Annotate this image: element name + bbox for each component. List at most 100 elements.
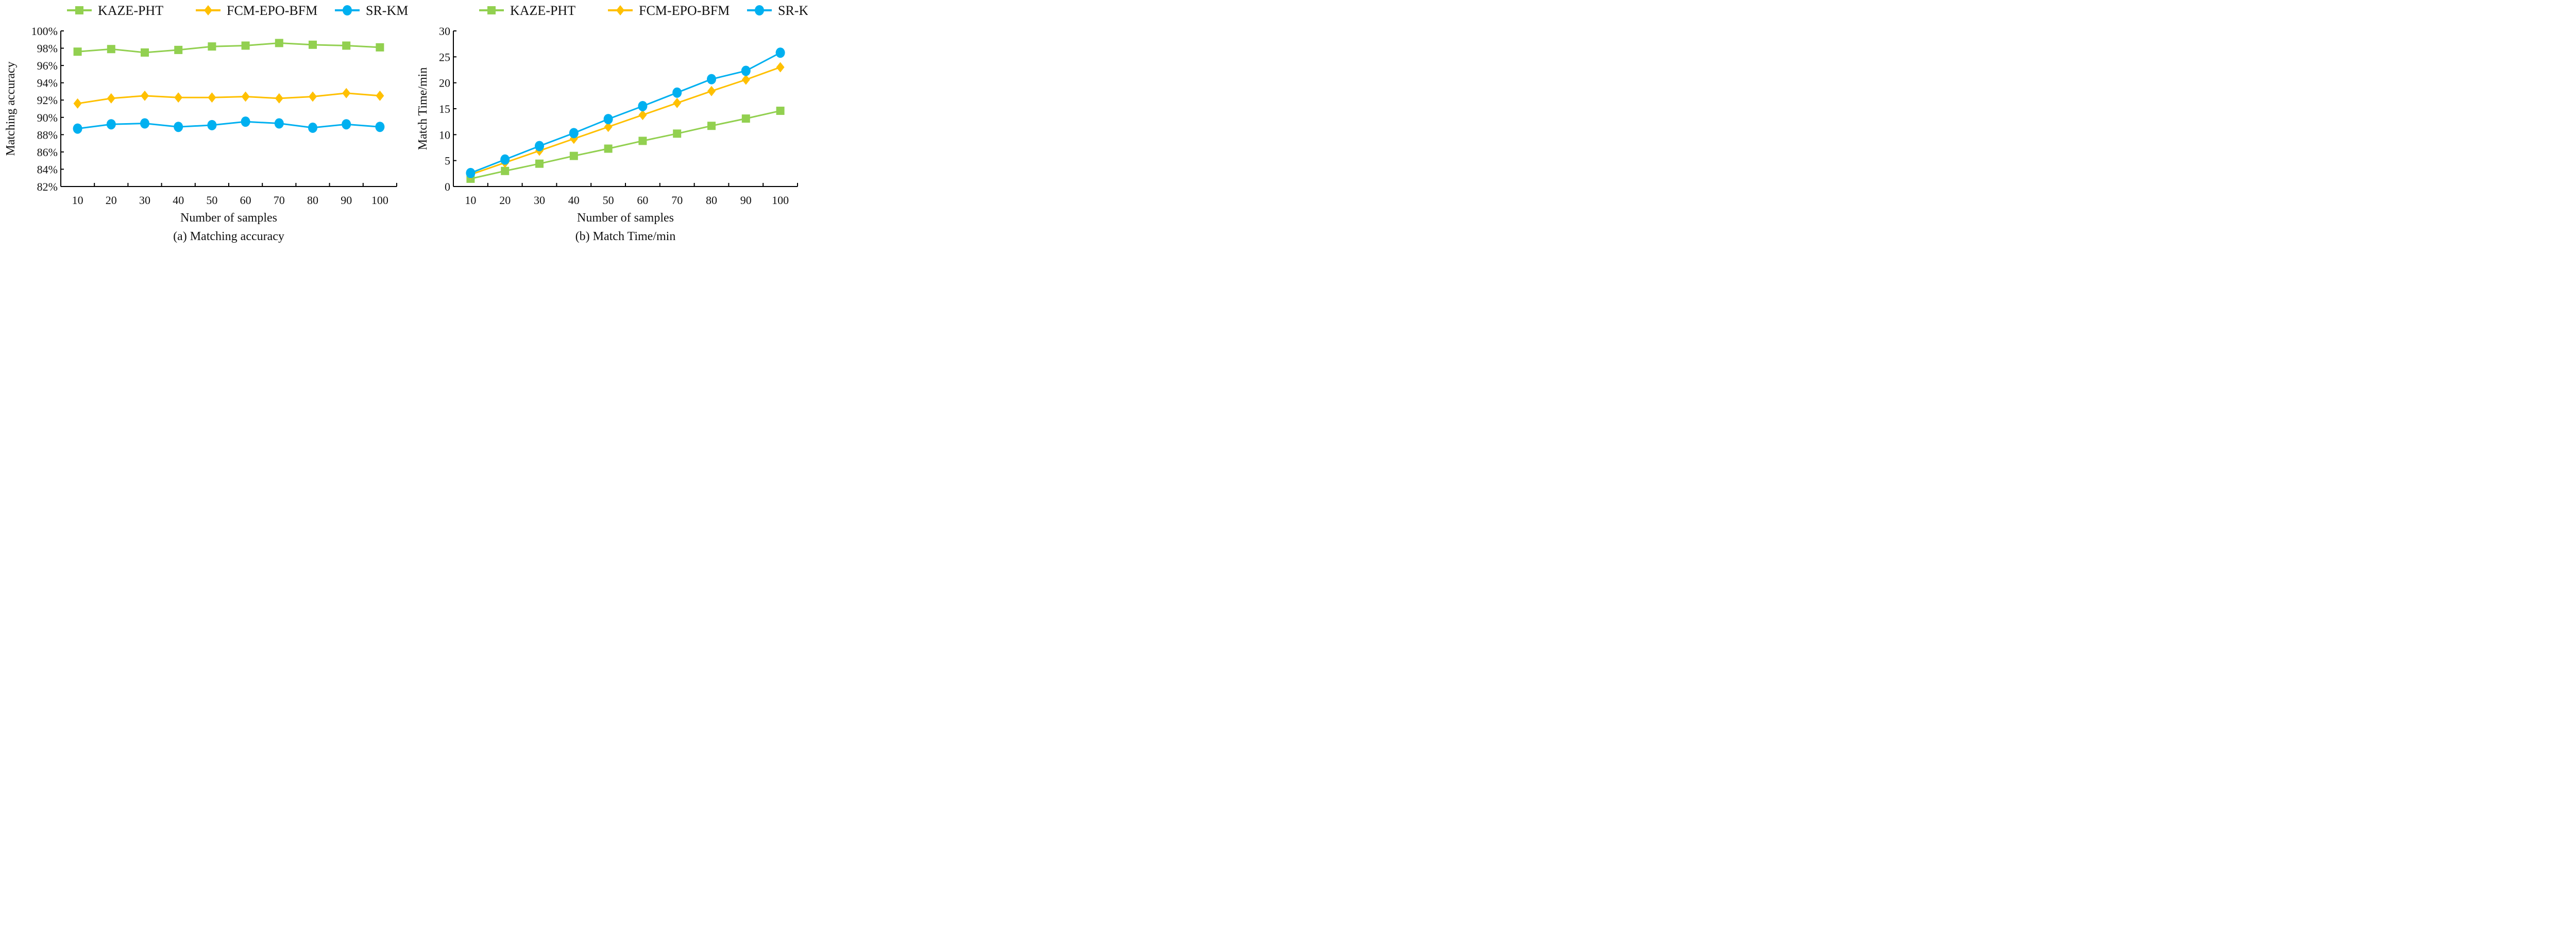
y-tick-label: 10	[439, 128, 450, 141]
x-tick-label: 20	[106, 194, 117, 207]
y-tick-label: 15	[439, 103, 450, 115]
legend: KAZE-PHT FCM-EPO-BFM SR-KM	[67, 3, 408, 18]
x-tick-label: 50	[603, 194, 614, 207]
x-tick-label: 10	[72, 194, 83, 207]
data-point	[638, 110, 647, 121]
data-point	[309, 91, 317, 102]
chart-panel-b: 0 5 10 15 20 25 30 10 20 30 40 50 60 70 80 90 100 Number …	[416, 3, 820, 243]
series-sr-km	[466, 47, 785, 178]
data-point	[672, 87, 682, 98]
x-tick-label: 90	[341, 194, 352, 207]
series-line	[470, 66, 781, 176]
data-point	[376, 90, 384, 101]
data-point	[275, 93, 283, 104]
data-point	[535, 141, 544, 151]
x-tick-label: 100	[772, 194, 789, 207]
figure: 82% 84% 86% 88% 90% 92% 94% 96% 98% 100% 10 20 30 40 5…	[0, 0, 820, 247]
series-fcm-epo-bfm	[73, 88, 384, 109]
x-tick-label: 30	[139, 194, 150, 207]
y-tick-label: 84%	[37, 163, 58, 176]
y-tick-label: 98%	[37, 42, 58, 55]
series-line	[77, 92, 380, 105]
x-tick-label: 60	[240, 194, 251, 207]
x-tick-label: 70	[274, 194, 285, 207]
data-point	[466, 167, 476, 178]
y-tick-label: 100%	[31, 25, 58, 38]
data-point	[741, 74, 750, 85]
y-tick-label: 30	[439, 25, 450, 38]
legend-label: SR-KM	[778, 3, 808, 18]
data-point	[107, 93, 115, 104]
data-point	[73, 47, 82, 56]
data-point	[638, 137, 647, 145]
legend-label: SR-KM	[366, 3, 408, 18]
data-point	[569, 151, 578, 160]
legend-label: FCM-EPO-BFM	[639, 3, 730, 18]
series-line	[470, 110, 781, 180]
x-tick-label: 90	[740, 194, 752, 207]
data-point	[342, 88, 351, 98]
data-point	[208, 92, 216, 103]
x-tick-label: 40	[568, 194, 580, 207]
y-tick-label: 96%	[37, 59, 58, 72]
x-tick-label: 40	[173, 194, 184, 207]
legend-marker	[487, 6, 496, 14]
x-tick-label: 30	[534, 194, 545, 207]
legend-label: FCM-EPO-BFM	[227, 3, 317, 18]
x-axis-label: Number of samples	[577, 211, 674, 225]
y-tick-label: 90%	[37, 111, 58, 124]
data-point	[309, 40, 317, 49]
data-point	[638, 100, 648, 111]
chart-figure: 82% 84% 86% 88% 90% 92% 94% 96% 98% 100% 10 20 30 40 5…	[4, 3, 820, 243]
y-tick-label: 92%	[37, 94, 58, 107]
y-axis-label: Matching accuracy	[4, 61, 18, 156]
series-sr-km	[73, 116, 385, 134]
data-point	[207, 120, 217, 130]
x-tick-label: 60	[637, 194, 648, 207]
legend-marker	[616, 5, 624, 15]
legend-item: FCM-EPO-BFM	[608, 3, 730, 18]
data-point	[241, 91, 250, 102]
legend-label: KAZE-PHT	[510, 3, 575, 18]
data-point	[241, 41, 250, 50]
data-point	[342, 119, 351, 130]
series-kaze-pht	[466, 107, 785, 183]
x-tick-label: 10	[465, 194, 476, 207]
data-point	[342, 41, 351, 50]
data-point	[174, 92, 183, 103]
data-point	[141, 48, 149, 57]
y-tick-label: 86%	[37, 146, 58, 159]
y-axis-label: Match Time/min	[416, 67, 430, 150]
data-point	[500, 154, 510, 165]
data-point	[107, 45, 115, 54]
data-point	[308, 122, 317, 133]
series-line	[77, 42, 380, 54]
chart-caption: (b) Match Time/min	[575, 230, 676, 243]
data-point	[707, 74, 716, 84]
data-point	[140, 118, 149, 129]
x-tick-label: 100	[371, 194, 388, 207]
x-tick-label: 80	[307, 194, 318, 207]
data-point	[673, 97, 682, 108]
legend: KAZE-PHT FCM-EPO-BFM SR-KM	[479, 3, 820, 18]
x-tick-label: 50	[206, 194, 217, 207]
legend-marker	[343, 5, 352, 15]
y-tick-label: 25	[439, 50, 450, 63]
x-axis-label: Number of samples	[180, 211, 277, 225]
data-point	[741, 114, 750, 123]
data-point	[274, 118, 284, 129]
y-tick-label: 20	[439, 77, 450, 90]
legend-marker	[755, 5, 764, 15]
data-point	[501, 166, 510, 175]
x-tick-label: 70	[671, 194, 683, 207]
data-point	[603, 114, 613, 125]
data-point	[73, 123, 82, 134]
y-tick-label: 88%	[37, 128, 58, 141]
data-point	[775, 47, 785, 58]
data-point	[776, 62, 785, 73]
data-point	[141, 90, 149, 101]
data-point	[535, 159, 544, 168]
data-point	[275, 39, 283, 47]
legend-item: KAZE-PHT	[479, 3, 575, 18]
y-tick-label: 0	[445, 180, 450, 193]
